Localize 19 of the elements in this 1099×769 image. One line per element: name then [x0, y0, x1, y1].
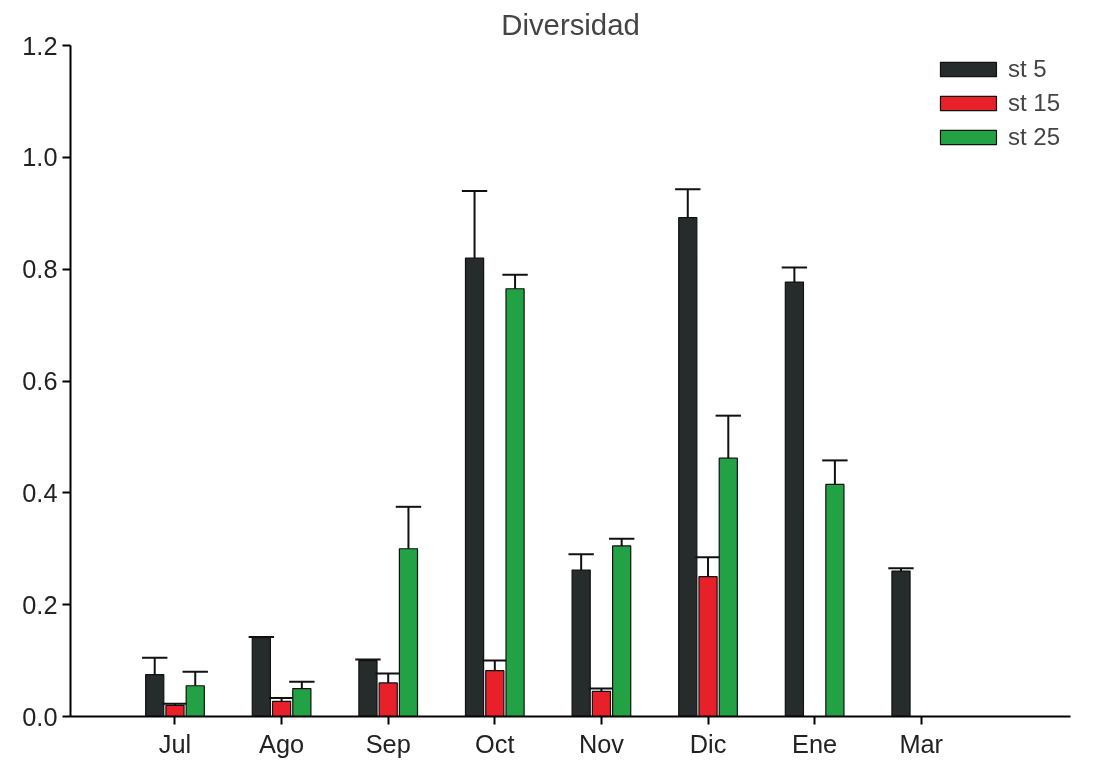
- chart-title: Diversidad: [501, 7, 640, 41]
- y-tick-label: 0.4: [22, 478, 58, 507]
- legend-label: st 15: [1007, 89, 1060, 117]
- x-tick-label: Ago: [259, 729, 305, 758]
- x-tick-label: Nov: [578, 729, 625, 758]
- x-tick-label: Ene: [792, 729, 838, 758]
- y-tick-label: 0.0: [22, 702, 58, 731]
- y-tick-label: 1.2: [22, 31, 58, 60]
- y-tick-label: 0.8: [22, 255, 58, 284]
- legend-label: st 25: [1007, 123, 1060, 151]
- x-tick-label: Oct: [475, 729, 515, 758]
- y-tick-label: 0.6: [22, 367, 58, 395]
- y-tick-label: 1.0: [22, 143, 58, 172]
- x-tick-label: Dic: [689, 729, 727, 758]
- x-tick-label: Mar: [899, 729, 944, 758]
- x-tick-label: Jul: [158, 729, 192, 758]
- y-tick-label: 0.2: [22, 590, 58, 619]
- x-tick-label: Sep: [365, 729, 411, 758]
- legend-label: st 5: [1007, 55, 1047, 83]
